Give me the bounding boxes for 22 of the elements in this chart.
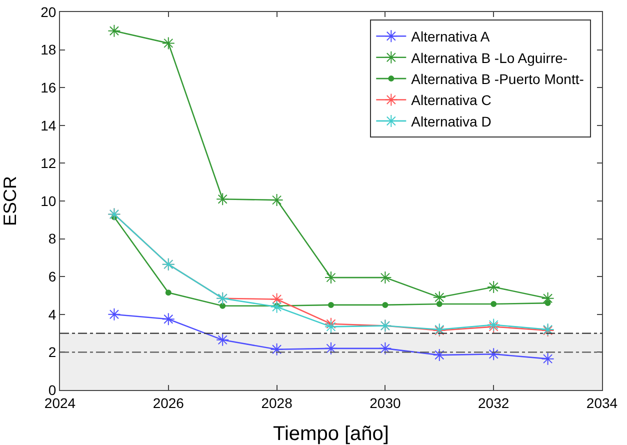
legend-label: Alternativa B -Puerto Montt- bbox=[411, 71, 584, 88]
x-tick-label: 2030 bbox=[370, 394, 401, 411]
x-tick-label: 2034 bbox=[586, 394, 618, 411]
y-tick-label: 16 bbox=[40, 80, 56, 96]
y-tick-label: 4 bbox=[48, 306, 56, 322]
legend-label: Alternativa B -Lo Aguirre- bbox=[411, 50, 568, 66]
y-tick-label: 10 bbox=[40, 192, 56, 209]
y-tick-label: 18 bbox=[40, 42, 56, 58]
y-tick-label: 14 bbox=[40, 117, 56, 134]
y-tick-label: 8 bbox=[48, 230, 56, 247]
x-tick-label: 2032 bbox=[478, 394, 510, 411]
legend-label: Alternativa A bbox=[411, 28, 490, 45]
x-tick-label: 2026 bbox=[152, 394, 184, 411]
legend-label: Alternativa D bbox=[411, 113, 492, 130]
x-axis-title: Tiempo [año] bbox=[273, 423, 389, 445]
y-axis-title: ESCR bbox=[0, 176, 20, 226]
legend-label: Alternativa C bbox=[411, 92, 492, 108]
y-tick-label: 6 bbox=[48, 268, 56, 284]
y-tick-label: 12 bbox=[40, 155, 56, 172]
x-tick-label: 2028 bbox=[261, 394, 293, 411]
y-tick-label: 2 bbox=[48, 344, 56, 360]
y-tick-label: 20 bbox=[40, 4, 56, 20]
